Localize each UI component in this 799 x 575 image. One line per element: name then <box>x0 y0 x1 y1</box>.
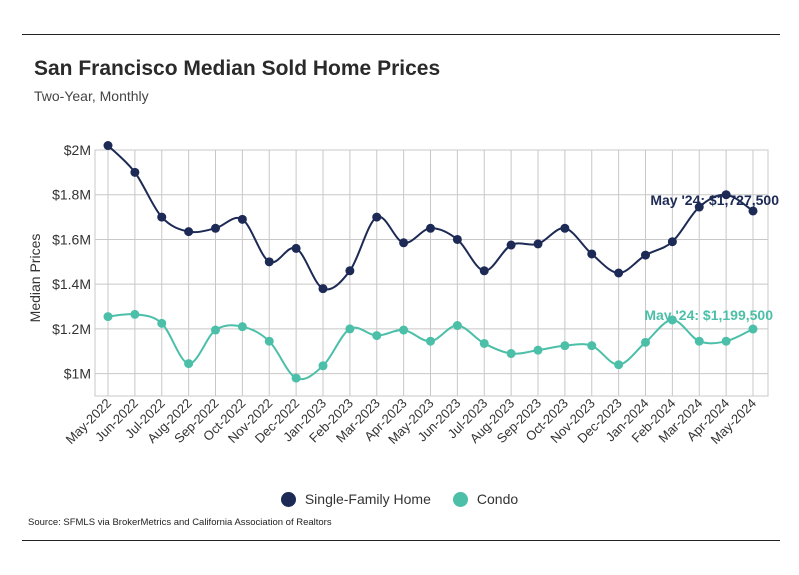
data-point-condo <box>157 318 167 328</box>
data-point-condo <box>560 341 570 351</box>
bottom-rule <box>22 540 780 541</box>
y-tick-label: $1.8M <box>52 187 91 203</box>
data-point-single-family-home <box>157 212 167 222</box>
line-chart: $1M$1.2M$1.4M$1.6M$1.8M$2MMay-2022Jun-20… <box>27 141 779 447</box>
data-point-condo <box>533 345 543 355</box>
top-rule <box>22 34 780 35</box>
data-point-single-family-home <box>560 223 570 233</box>
data-point-condo <box>345 324 355 334</box>
data-point-single-family-home <box>103 141 113 151</box>
y-tick-label: $1M <box>64 366 91 382</box>
data-point-condo <box>264 336 274 346</box>
data-point-single-family-home <box>345 266 355 276</box>
data-point-single-family-home <box>426 223 435 233</box>
data-point-condo <box>318 361 328 371</box>
data-point-single-family-home <box>641 250 650 260</box>
data-point-condo <box>506 349 516 359</box>
data-point-single-family-home <box>291 243 301 253</box>
y-tick-label: $1.4M <box>52 276 91 292</box>
data-point-single-family-home <box>721 190 731 200</box>
data-point-single-family-home <box>587 249 597 259</box>
y-axis-label: Median Prices <box>27 234 43 323</box>
data-point-single-family-home <box>399 238 409 248</box>
legend-item-single-family: Single-Family Home <box>280 491 431 507</box>
legend-marker-single-family <box>280 491 296 507</box>
data-point-single-family-home <box>184 227 194 237</box>
data-point-condo <box>291 373 301 383</box>
source-note: Source: SFMLS via BrokerMetrics and Cali… <box>28 517 332 528</box>
data-point-single-family-home <box>533 239 543 249</box>
data-point-single-family-home <box>452 234 462 244</box>
legend-item-condo: Condo <box>452 491 519 507</box>
y-tick-label: $1.2M <box>52 321 91 337</box>
y-tick-label: $1.6M <box>52 231 91 247</box>
data-point-single-family-home <box>614 268 624 278</box>
annotation-condo: May '24: $1,199,500 <box>644 307 773 323</box>
data-point-condo <box>130 309 140 319</box>
data-point-condo <box>237 322 247 332</box>
data-point-single-family-home <box>264 257 274 267</box>
data-point-condo <box>452 321 462 331</box>
data-point-single-family-home <box>667 237 677 247</box>
data-point-condo <box>641 337 650 347</box>
data-point-single-family-home <box>130 167 140 177</box>
legend: Single-Family Home Condo <box>0 491 799 507</box>
data-point-single-family-home <box>318 284 328 294</box>
data-point-condo <box>211 325 220 335</box>
data-point-condo <box>399 325 409 335</box>
data-point-single-family-home <box>372 212 382 222</box>
data-point-condo <box>372 331 382 341</box>
legend-label-condo: Condo <box>476 491 519 507</box>
chart-title: San Francisco Median Sold Home Prices <box>34 57 441 80</box>
annotation-single-family: May '24: $1,727,500 <box>650 192 779 208</box>
data-point-single-family-home <box>748 206 758 216</box>
legend-label-single-family: Single-Family Home <box>304 491 431 507</box>
data-point-single-family-home <box>694 202 704 212</box>
data-point-condo <box>103 312 113 322</box>
data-point-condo <box>479 338 489 348</box>
data-point-condo <box>694 336 704 346</box>
legend-marker-condo <box>452 491 468 507</box>
data-point-condo <box>614 360 624 370</box>
y-tick-label: $2M <box>64 142 91 158</box>
data-point-condo <box>748 324 758 334</box>
data-point-single-family-home <box>237 214 247 224</box>
data-point-condo <box>426 336 435 346</box>
data-point-single-family-home <box>211 223 220 233</box>
data-point-condo <box>587 341 597 351</box>
chart-subtitle: Two-Year, Monthly <box>34 88 149 104</box>
data-point-condo <box>721 336 731 346</box>
data-point-single-family-home <box>506 240 516 250</box>
data-point-condo <box>667 315 677 325</box>
data-point-condo <box>184 359 194 369</box>
data-point-single-family-home <box>479 266 489 276</box>
